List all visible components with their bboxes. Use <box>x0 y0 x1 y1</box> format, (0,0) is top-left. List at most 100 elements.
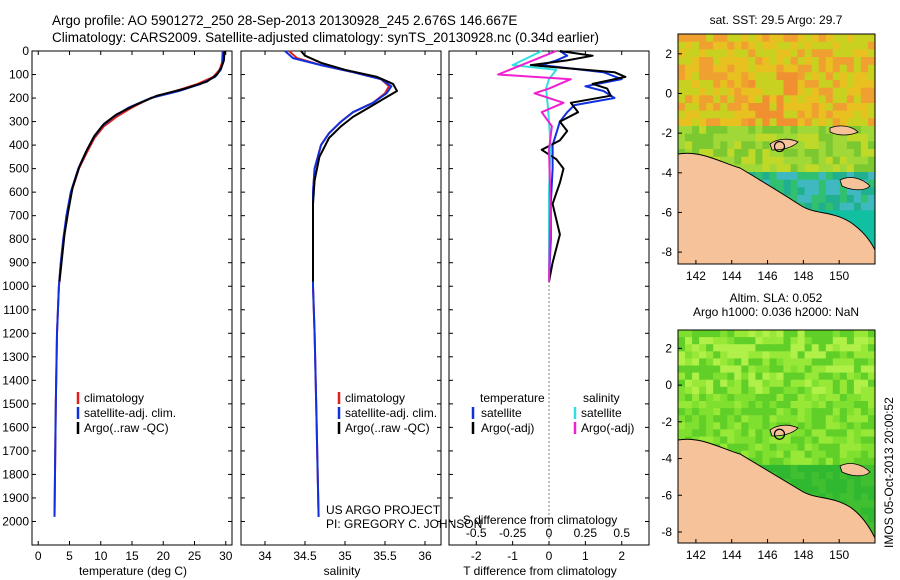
header-title-line1: Argo profile: AO 5901272_250 28-Sep-2013… <box>52 13 518 28</box>
heatmap-cell <box>699 422 707 430</box>
heatmap-cell <box>685 103 693 112</box>
heatmap-cell <box>783 379 791 388</box>
heatmap-cell <box>818 195 827 204</box>
heatmap-cell <box>804 379 813 388</box>
heatmap-cell <box>832 464 841 473</box>
heatmap-cell <box>706 41 714 50</box>
heatmap-cell <box>699 141 707 150</box>
heatmap-cell <box>755 110 763 119</box>
heatmap-cell <box>706 393 714 402</box>
heatmap-cell <box>685 422 693 430</box>
heatmap-cell <box>853 141 862 150</box>
heatmap-cell <box>685 133 693 142</box>
heatmap-cell <box>678 80 686 89</box>
heatmap-cell <box>678 393 686 402</box>
heatmap-cell <box>804 187 813 196</box>
heatmap-cell <box>811 450 820 459</box>
heatmap-cell <box>868 372 875 381</box>
heatmap-cell <box>783 110 791 119</box>
heatmap-cell <box>818 49 827 58</box>
heatmap-cell <box>706 351 714 359</box>
heatmap-cell <box>776 337 784 345</box>
heatmap-cell <box>804 351 813 359</box>
heatmap-cell <box>720 415 728 423</box>
heatmap-cell <box>832 87 841 96</box>
heatmap-cell <box>825 149 834 158</box>
heatmap-cell <box>734 133 742 142</box>
heatmap-cell <box>755 72 763 81</box>
heatmap-cell <box>692 415 700 423</box>
heatmap-cell <box>755 118 763 127</box>
heatmap-cell <box>685 118 693 127</box>
heatmap-cell <box>769 436 777 445</box>
heatmap-cell <box>860 156 869 165</box>
heatmap-cell <box>797 187 806 196</box>
heatmap-cell <box>868 500 875 508</box>
heatmap-cell <box>720 337 728 345</box>
heatmap-cell <box>727 41 735 50</box>
heatmap-cell <box>776 57 784 66</box>
heatmap-cell <box>692 64 700 73</box>
heatmap-cell <box>769 386 777 395</box>
heatmap-cell <box>783 415 791 423</box>
heatmap-cell <box>853 372 862 381</box>
heatmap-cell <box>853 80 862 89</box>
heatmap-cell <box>790 87 799 96</box>
heatmap-cell <box>776 149 784 158</box>
heatmap-cell <box>776 156 784 165</box>
heatmap-cell <box>727 337 735 345</box>
heatmap-cell <box>706 422 714 430</box>
heatmap-cell <box>818 386 827 395</box>
heatmap-cell <box>846 379 855 388</box>
heatmap-cell <box>797 337 806 345</box>
heatmap-cell <box>692 72 700 81</box>
heatmap-cell <box>804 457 813 466</box>
heatmap-cell <box>825 379 834 388</box>
heatmap-cell <box>804 472 813 480</box>
heatmap-cell <box>699 110 707 119</box>
heatmap-cell <box>846 57 855 66</box>
heatmap-cell <box>692 344 700 352</box>
heatmap-cell <box>868 164 875 173</box>
heatmap-cell <box>776 95 784 104</box>
heatmap-cell <box>846 450 855 459</box>
heatmap-cell <box>734 386 742 395</box>
heatmap-cell <box>769 422 777 430</box>
heatmap-cell <box>818 41 827 50</box>
heatmap-cell <box>868 514 875 523</box>
heatmap-cell <box>776 386 784 395</box>
heatmap-cell <box>699 133 707 142</box>
heatmap-cell <box>748 164 756 173</box>
heatmap-cell <box>853 429 862 437</box>
map-y-tick-label: -4 <box>661 452 672 466</box>
heatmap-cell <box>776 41 784 50</box>
heatmap-cell <box>699 401 707 409</box>
heatmap-cell <box>790 187 799 196</box>
heatmap-cell <box>678 57 686 66</box>
heatmap-cell <box>797 72 806 81</box>
heatmap-cell <box>825 103 834 112</box>
heatmap-cell <box>825 49 834 58</box>
map-x-tick-label: 150 <box>829 269 849 283</box>
heatmap-cell <box>818 472 827 480</box>
heatmap-cell <box>692 379 700 388</box>
heatmap-cell <box>868 415 875 423</box>
heatmap-cell <box>860 225 869 234</box>
heatmap-cell <box>748 401 756 409</box>
heatmap-cell <box>839 103 848 112</box>
heatmap-cell <box>783 450 791 459</box>
heatmap-cell <box>825 443 834 452</box>
heatmap-cell <box>713 103 721 112</box>
heatmap-cell <box>797 57 806 66</box>
heatmap-cell <box>839 472 848 480</box>
heatmap-cell <box>846 149 855 158</box>
heatmap-cell <box>769 95 777 104</box>
heatmap-cell <box>818 408 827 416</box>
heatmap-cell <box>868 457 875 466</box>
heatmap-cell <box>839 57 848 66</box>
heatmap-cell <box>832 415 841 423</box>
heatmap-cell <box>783 57 791 66</box>
heatmap-cell <box>720 57 728 66</box>
heatmap-cell <box>825 457 834 466</box>
heatmap-cell <box>860 436 869 445</box>
